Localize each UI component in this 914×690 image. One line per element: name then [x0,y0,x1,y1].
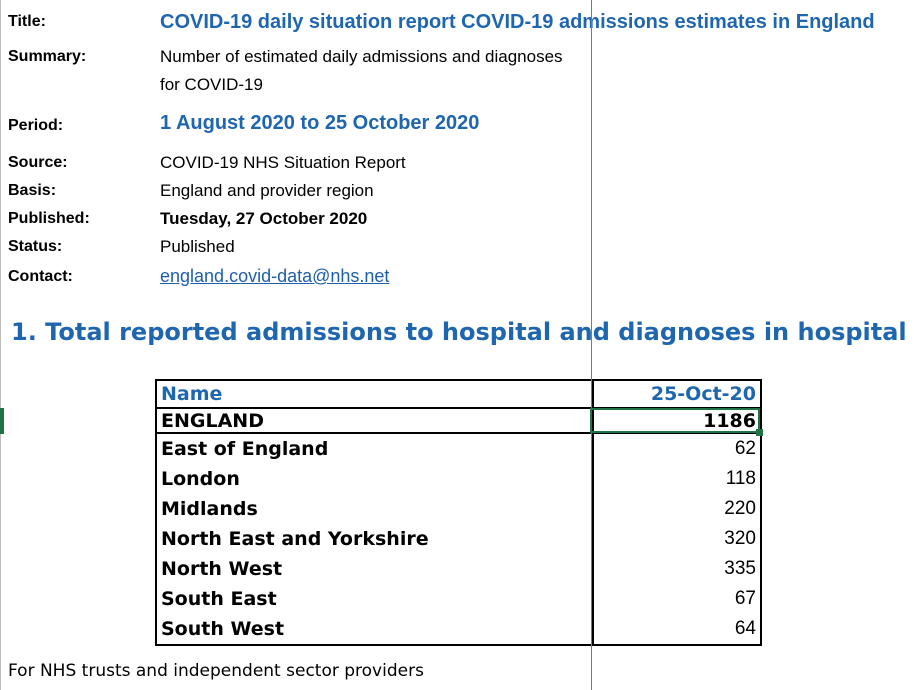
header-date-cell[interactable]: 25-Oct-20 [592,379,762,409]
status-label: Status: [8,238,63,255]
fill-handle[interactable] [756,429,763,436]
source-label: Source: [8,154,68,171]
region-name-cell[interactable]: North East and Yorkshire [155,524,594,554]
footnote-text: For NHS trusts and independent sector pr… [8,661,424,681]
contact-label: Contact: [8,268,73,285]
title-value[interactable]: COVID-19 daily situation report COVID-19… [160,11,875,33]
published-value[interactable]: Tuesday, 27 October 2020 [160,209,368,228]
region-name-cell[interactable]: East of England [155,433,594,464]
title-label: Title: [8,13,46,30]
row-selection-marker [0,408,4,434]
admissions-value-cell[interactable]: 220 [592,494,762,524]
admissions-value-cell[interactable]: 1186 [592,408,762,434]
period-value[interactable]: 1 August 2020 to 25 October 2020 [160,112,480,134]
table-row: South West 64 [155,614,762,646]
table-row-england: ENGLAND 1186 [155,408,762,434]
period-label: Period: [8,117,64,134]
table-row: North East and Yorkshire 320 [155,524,762,554]
admissions-value-cell[interactable]: 118 [592,464,762,494]
table-row: South East 67 [155,584,762,614]
basis-label: Basis: [8,182,57,199]
header-name-cell[interactable]: Name [155,379,594,409]
admissions-value-cell[interactable]: 67 [592,584,762,614]
admissions-value-cell[interactable]: 335 [592,554,762,584]
contact-email-link[interactable]: england.covid-data@nhs.net [160,266,390,286]
admissions-table: Name 25-Oct-20 ENGLAND 1186 East of Engl… [155,379,762,646]
region-name-cell[interactable]: London [155,464,594,494]
region-name-cell[interactable]: South West [155,614,594,646]
column-boundary-line [591,0,592,690]
table-row: London 118 [155,464,762,494]
summary-line-1[interactable]: Number of estimated daily admissions and… [160,47,563,66]
sheet-left-edge [0,0,1,690]
table-row: Midlands 220 [155,494,762,524]
table-row: East of England 62 [155,433,762,464]
region-name-cell[interactable]: North West [155,554,594,584]
admissions-value-cell[interactable]: 64 [592,614,762,646]
admissions-value-cell[interactable]: 62 [592,433,762,464]
table-header-row: Name 25-Oct-20 [155,379,762,409]
published-label: Published: [8,210,90,227]
status-value[interactable]: Published [160,237,235,256]
basis-value[interactable]: England and provider region [160,181,374,200]
source-value[interactable]: COVID-19 NHS Situation Report [160,153,406,172]
summary-line-2[interactable]: for COVID-19 [160,75,263,94]
section-heading: 1. Total reported admissions to hospital… [11,318,907,346]
region-name-cell[interactable]: Midlands [155,494,594,524]
summary-label: Summary: [8,48,87,65]
admissions-value-cell[interactable]: 320 [592,524,762,554]
table-row: North West 335 [155,554,762,584]
region-name-cell[interactable]: ENGLAND [155,408,594,434]
region-name-cell[interactable]: South East [155,584,594,614]
